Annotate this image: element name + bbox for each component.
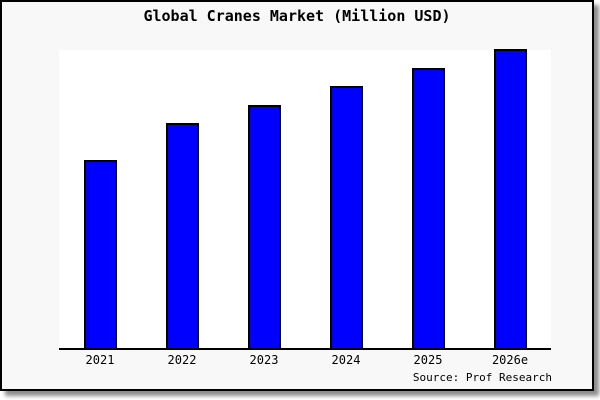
bar [411,68,445,348]
x-tick-label: 2026e [491,353,529,367]
x-tick-label: 2025 [413,353,443,367]
bar [83,160,117,348]
chart-title: Global Cranes Market (Million USD) [143,7,451,25]
bar [165,123,199,348]
bar-slot [305,50,387,348]
x-axis-labels: 2021 2022 2023 2024 2025 2026e [59,353,551,367]
plot-area [59,49,551,350]
x-tick-label: 2024 [331,353,361,367]
bar [329,86,363,348]
x-tick-label: 2023 [249,353,279,367]
bar [247,105,281,348]
x-tick-label: 2021 [85,353,115,367]
bar-slot [141,50,223,348]
bar-slot [387,50,469,348]
bar-slot [469,49,551,348]
x-tick-label: 2022 [167,353,197,367]
source-note: Source: Prof Research [412,371,552,384]
bar-slot [59,50,141,348]
bar [493,49,527,348]
bar-slot [223,50,305,348]
